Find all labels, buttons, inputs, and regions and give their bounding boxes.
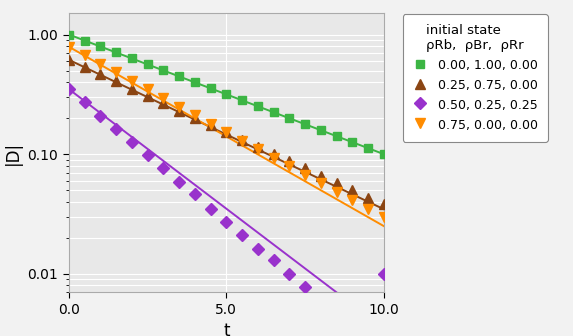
Legend: 0.00, 1.00, 0.00, 0.25, 0.75, 0.00, 0.50, 0.25, 0.25, 0.75, 0.00, 0.00: 0.00, 1.00, 0.00, 0.25, 0.75, 0.00, 0.50… bbox=[403, 14, 548, 141]
Y-axis label: |D|: |D| bbox=[4, 141, 22, 165]
X-axis label: t: t bbox=[223, 322, 230, 336]
